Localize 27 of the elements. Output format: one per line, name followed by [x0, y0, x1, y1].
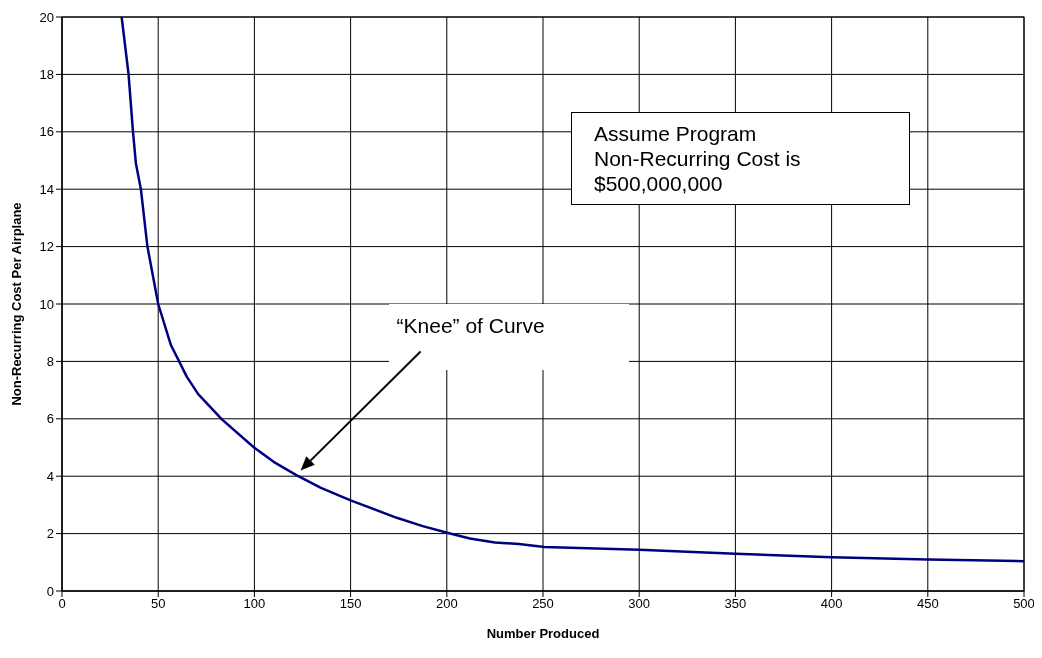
y-tick-label: 4: [46, 468, 54, 484]
x-tick-label: 100: [243, 596, 266, 612]
line-series: [120, 17, 1024, 563]
y-tick-label: 10: [39, 296, 54, 312]
y-tick-label: 2: [46, 526, 54, 542]
y-tick-label: 8: [46, 354, 54, 370]
x-tick-label: 450: [916, 596, 939, 612]
x-tick-label: 200: [435, 596, 458, 612]
y-axis-title: Non-Recurring Cost Per Airplane: [8, 202, 24, 406]
x-tick-label: 400: [820, 596, 843, 612]
x-axis-title: Number Produced: [486, 626, 600, 641]
x-tick-label: 250: [532, 596, 554, 612]
y-tick-label: 14: [39, 181, 54, 197]
y-tick-label: 18: [39, 67, 54, 83]
text-box: “Knee” of Curve: [388, 304, 629, 371]
y-tick-label: 20: [39, 9, 54, 25]
x-tick-label: 0: [58, 596, 66, 612]
text-box: Assume Program Non-Recurring Cost is $500,000,000: [571, 112, 910, 205]
x-tick-label: 50: [150, 596, 166, 612]
x-tick-label: 300: [628, 596, 651, 612]
x-tick-label: 350: [724, 596, 747, 612]
y-tick-label: 6: [46, 411, 54, 427]
x-tick-label: 500: [1013, 596, 1035, 612]
y-tick-label: 0: [46, 583, 54, 599]
y-tick-label: 12: [39, 239, 54, 255]
y-tick-label: 16: [39, 124, 54, 140]
x-tick-label: 150: [339, 596, 362, 612]
